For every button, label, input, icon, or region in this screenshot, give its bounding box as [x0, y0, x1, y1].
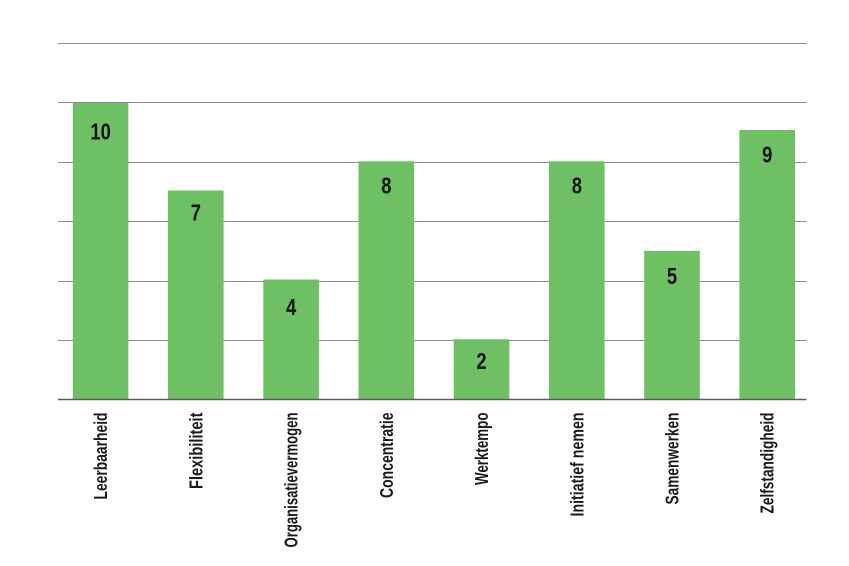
svg-text:Concentratie: Concentratie [376, 413, 397, 499]
svg-text:2: 2 [476, 349, 486, 374]
svg-text:Initiatief nemen: Initiatief nemen [566, 413, 587, 517]
svg-text:7: 7 [191, 201, 201, 226]
svg-text:Leerbaarheid: Leerbaarheid [90, 413, 111, 500]
svg-text:Werktempo: Werktempo [471, 413, 492, 486]
svg-text:Samenwerken: Samenwerken [662, 413, 683, 505]
svg-text:5: 5 [667, 264, 677, 289]
svg-text:Organisatievermogen: Organisatievermogen [281, 413, 302, 548]
svg-text:Zelfstandigheid: Zelfstandigheid [757, 413, 778, 514]
svg-text:9: 9 [762, 143, 772, 168]
svg-text:4: 4 [286, 295, 297, 320]
svg-text:Flexibiliteit: Flexibiliteit [185, 413, 206, 490]
svg-text:10: 10 [90, 120, 110, 145]
svg-text:8: 8 [572, 174, 582, 199]
svg-text:8: 8 [381, 174, 391, 199]
